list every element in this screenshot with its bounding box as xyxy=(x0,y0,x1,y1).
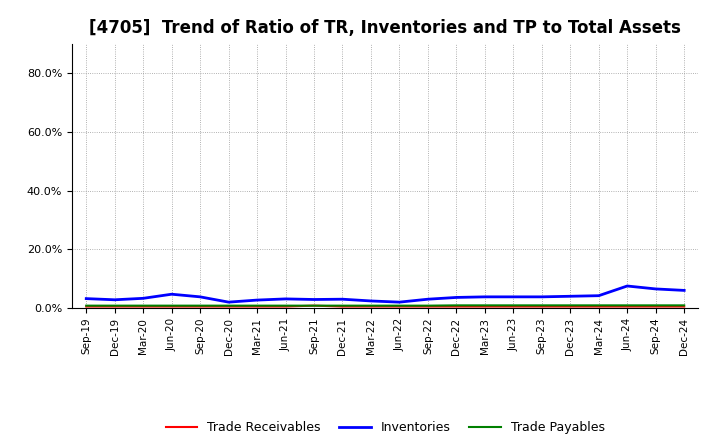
Trade Payables xyxy=(282,303,290,308)
Inventories xyxy=(310,297,318,302)
Trade Payables xyxy=(82,303,91,308)
Trade Payables xyxy=(110,303,119,308)
Trade Payables xyxy=(595,303,603,308)
Trade Payables xyxy=(623,303,631,308)
Inventories xyxy=(452,295,461,300)
Inventories xyxy=(480,294,489,300)
Trade Payables xyxy=(480,303,489,308)
Trade Payables xyxy=(366,303,375,308)
Trade Receivables xyxy=(623,304,631,309)
Trade Payables xyxy=(509,303,518,308)
Inventories xyxy=(338,297,347,302)
Trade Receivables xyxy=(680,304,688,309)
Trade Payables xyxy=(652,303,660,308)
Inventories xyxy=(623,283,631,289)
Trade Payables xyxy=(225,303,233,308)
Inventories xyxy=(366,298,375,304)
Trade Receivables xyxy=(395,304,404,309)
Title: [4705]  Trend of Ratio of TR, Inventories and TP to Total Assets: [4705] Trend of Ratio of TR, Inventories… xyxy=(89,19,681,37)
Trade Receivables xyxy=(595,304,603,309)
Inventories xyxy=(537,294,546,300)
Legend: Trade Receivables, Inventories, Trade Payables: Trade Receivables, Inventories, Trade Pa… xyxy=(161,416,610,439)
Trade Payables xyxy=(395,303,404,308)
Trade Payables xyxy=(537,303,546,308)
Trade Payables xyxy=(253,303,261,308)
Inventories xyxy=(253,297,261,303)
Inventories xyxy=(680,288,688,293)
Trade Receivables xyxy=(366,304,375,309)
Trade Receivables xyxy=(282,304,290,309)
Inventories xyxy=(395,300,404,305)
Inventories xyxy=(225,300,233,305)
Trade Payables xyxy=(310,303,318,308)
Trade Payables xyxy=(423,303,432,308)
Trade Receivables xyxy=(480,304,489,309)
Trade Receivables xyxy=(310,303,318,308)
Trade Receivables xyxy=(225,304,233,309)
Trade Receivables xyxy=(452,304,461,309)
Inventories xyxy=(167,292,176,297)
Trade Receivables xyxy=(537,304,546,309)
Inventories xyxy=(652,286,660,292)
Trade Receivables xyxy=(167,304,176,309)
Trade Receivables xyxy=(253,304,261,309)
Trade Payables xyxy=(566,303,575,308)
Line: Trade Receivables: Trade Receivables xyxy=(86,306,684,307)
Trade Payables xyxy=(139,303,148,308)
Inventories xyxy=(509,294,518,300)
Trade Receivables xyxy=(139,304,148,309)
Trade Receivables xyxy=(509,304,518,309)
Inventories xyxy=(595,293,603,298)
Trade Payables xyxy=(167,303,176,308)
Trade Receivables xyxy=(110,304,119,309)
Trade Payables xyxy=(452,303,461,308)
Inventories xyxy=(282,296,290,301)
Trade Receivables xyxy=(338,304,347,309)
Trade Payables xyxy=(680,303,688,308)
Inventories xyxy=(139,296,148,301)
Inventories xyxy=(196,294,204,300)
Inventories xyxy=(82,296,91,301)
Trade Payables xyxy=(196,303,204,308)
Trade Receivables xyxy=(423,304,432,309)
Line: Inventories: Inventories xyxy=(86,286,684,302)
Inventories xyxy=(423,297,432,302)
Trade Payables xyxy=(338,303,347,308)
Trade Receivables xyxy=(196,304,204,309)
Trade Receivables xyxy=(566,304,575,309)
Inventories xyxy=(110,297,119,302)
Trade Receivables xyxy=(82,304,91,309)
Trade Receivables xyxy=(652,304,660,309)
Inventories xyxy=(566,293,575,299)
